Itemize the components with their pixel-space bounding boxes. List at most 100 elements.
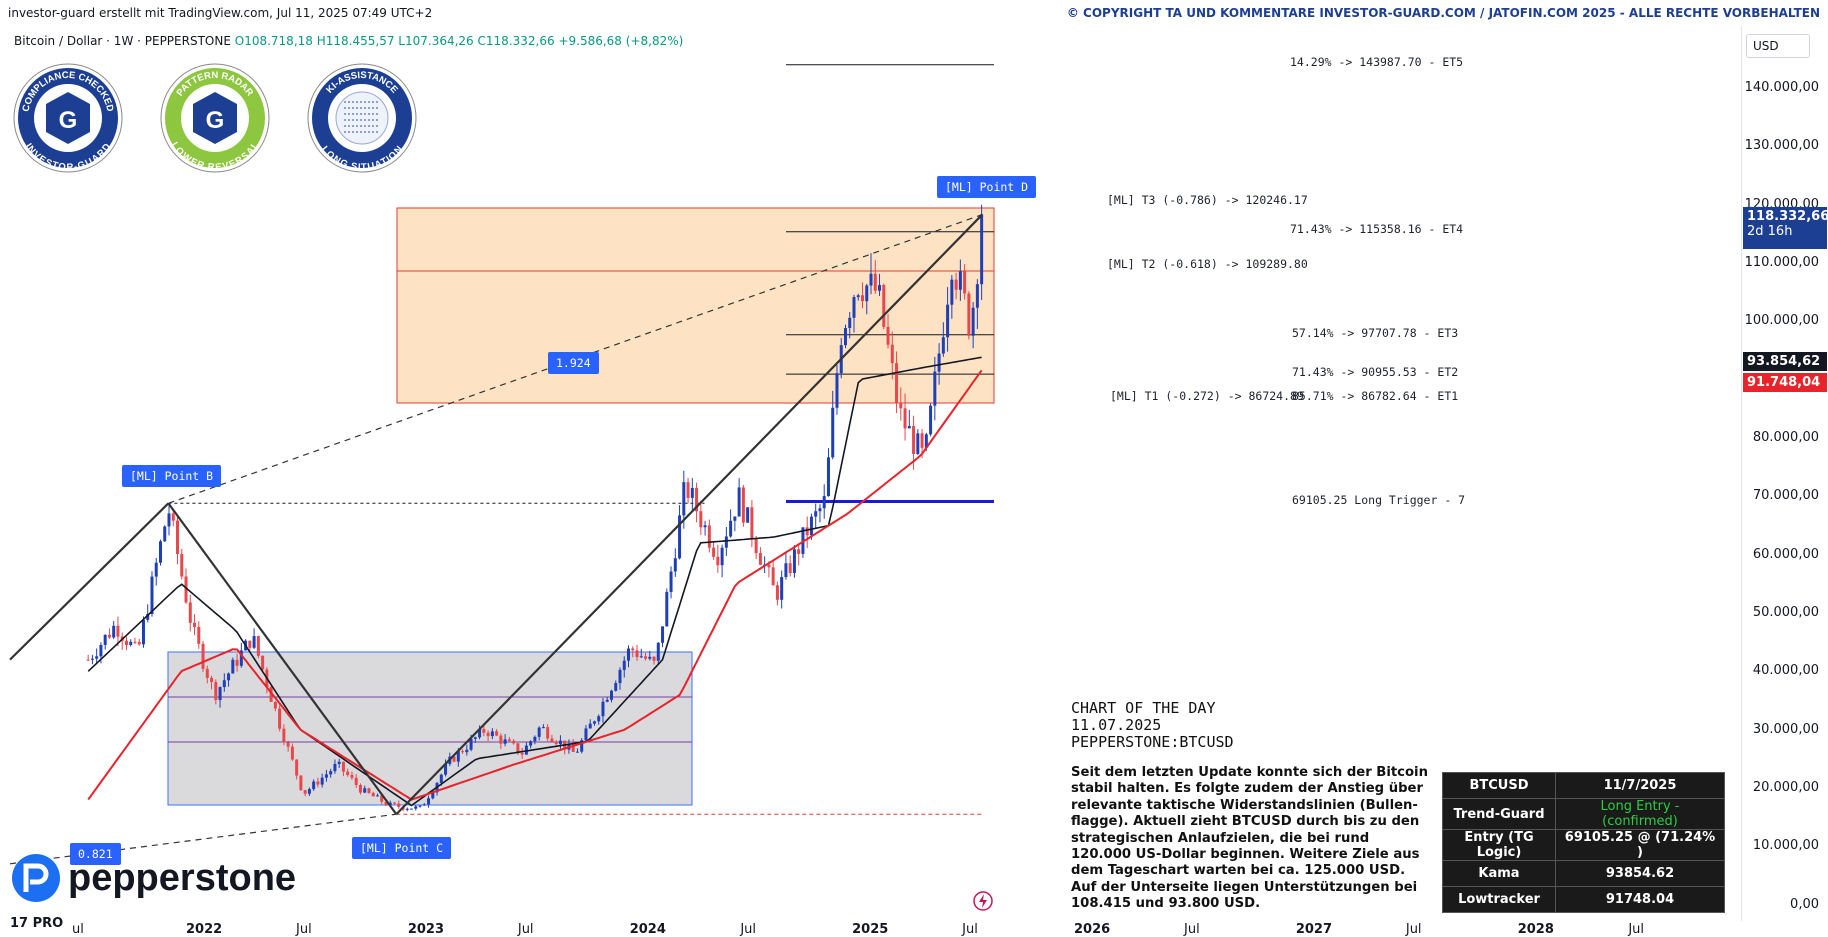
tag-ratio-ac[interactable]: 0.821 (70, 843, 121, 865)
candle-body (103, 634, 107, 645)
candle-body (299, 775, 303, 791)
candle-body (524, 745, 528, 755)
candle-body (141, 619, 145, 645)
price-axis[interactable]: 140.000,00 130.000,00 120.000,00 110.000,00… (1741, 26, 1828, 921)
kama-flag: 93.854,62 (1743, 352, 1827, 371)
candle-body (946, 304, 950, 338)
candle-body (958, 271, 962, 290)
candle-body (418, 805, 422, 807)
candle-body (661, 626, 665, 643)
pepperstone-wordmark: pepperstone (68, 857, 296, 899)
table-cell: 69105.25 @ (71.24% ) (1555, 829, 1725, 861)
table-cell: Lowtracker (1442, 886, 1556, 913)
lowtracker-line (87, 369, 983, 801)
candle-body (895, 363, 899, 403)
candle-body (873, 273, 877, 291)
candle-body (656, 642, 660, 661)
candle-body (176, 520, 180, 555)
candle-body (605, 699, 609, 702)
candle-body (967, 293, 971, 336)
candle-body (737, 487, 741, 517)
candle-body (720, 547, 724, 566)
ohlc-close: C118.332,66 (477, 34, 555, 48)
time-tick-label: 2024 (629, 922, 666, 937)
price-tick-label: 50.000,00 (1752, 604, 1819, 620)
candle-body (907, 426, 911, 429)
candle-body (644, 656, 648, 659)
candle-body (912, 426, 916, 454)
symbol-name[interactable]: Bitcoin / Dollar · 1W · PEPPERSTONE (14, 34, 231, 48)
candle-body (188, 602, 192, 623)
tag-point-c[interactable]: [ML] Point C (352, 837, 452, 859)
candle-body (575, 751, 579, 753)
candle-body (584, 728, 588, 741)
cotd-text: Seit dem letzten Update konnte sich der … (1071, 765, 1428, 912)
candle-body (320, 777, 324, 785)
candle-body (775, 585, 779, 600)
candle-body (814, 511, 818, 517)
label-t3: [ML] T3 (-0.786) -> 120246.17 (1107, 193, 1308, 207)
candle-body (712, 547, 716, 557)
candle-body (597, 716, 601, 722)
candle-body (316, 781, 320, 785)
table-cell: Long Entry - (confirmed) (1555, 798, 1725, 830)
tag-point-b[interactable]: [ML] Point B (122, 465, 222, 487)
candle-body (295, 759, 299, 776)
candle-body (146, 614, 150, 620)
candle-body (312, 781, 316, 790)
candle-body (414, 806, 418, 809)
bar-countdown: 2d 16h (1747, 224, 1793, 239)
price-tick-label: 30.000,00 (1752, 721, 1819, 737)
currency-selector[interactable]: USD (1746, 34, 1810, 58)
ml-leg-cd (395, 213, 984, 815)
candle-body (541, 727, 545, 729)
candle-body (788, 563, 792, 573)
candle-body (537, 727, 541, 737)
last-price-value: 118.332,66 (1747, 209, 1828, 224)
candle-body (758, 553, 762, 565)
candle-body (971, 307, 975, 336)
tag-ratio-bc[interactable]: 1.924 (548, 352, 599, 374)
table-cell: Kama (1442, 860, 1556, 887)
candle-body (478, 729, 482, 738)
candle-body (503, 739, 507, 744)
candle-body (924, 434, 928, 448)
candle-body (669, 571, 673, 592)
candle-body (771, 567, 775, 586)
candle-body (937, 353, 941, 372)
candle-body (975, 284, 979, 308)
candle-body (239, 650, 243, 666)
price-tick-label: 10.000,00 (1752, 838, 1819, 854)
ohlc-open: O108.718,18 (234, 34, 313, 48)
candle-body (746, 507, 750, 523)
candle-body (290, 746, 294, 760)
lightning-icon[interactable] (972, 890, 994, 912)
trend-guard-table: BTCUSD 11/7/2025 Trend-Guard Long Entry - … (1442, 772, 1725, 913)
candle-body (980, 214, 984, 285)
candle-body (163, 526, 167, 542)
price-chart[interactable] (0, 0, 1741, 937)
candle-body (427, 798, 431, 805)
tradingview-logo: 17 PRO (10, 916, 64, 931)
candle-body (826, 457, 830, 497)
candle-body (648, 656, 652, 659)
table-row: BTCUSD 11/7/2025 (1442, 772, 1725, 799)
candle-body (805, 527, 809, 536)
label-et2: 71.43% -> 90955.53 - ET2 (1292, 365, 1459, 379)
tag-point-d[interactable]: [ML] Point D (937, 176, 1037, 198)
candle-body (843, 328, 847, 346)
candle-body (507, 739, 511, 741)
candle-body (678, 515, 682, 559)
candle-body (158, 541, 162, 563)
last-price-flag: 118.332,66 2d 16h (1743, 207, 1828, 249)
time-tick-label: Jul (962, 922, 978, 937)
candle-body (486, 732, 490, 737)
candle-body (461, 751, 465, 753)
candle-body (831, 407, 835, 458)
candle-body (137, 641, 141, 645)
candle-body (86, 659, 90, 661)
candle-body (444, 763, 448, 775)
candle-body (286, 742, 290, 747)
